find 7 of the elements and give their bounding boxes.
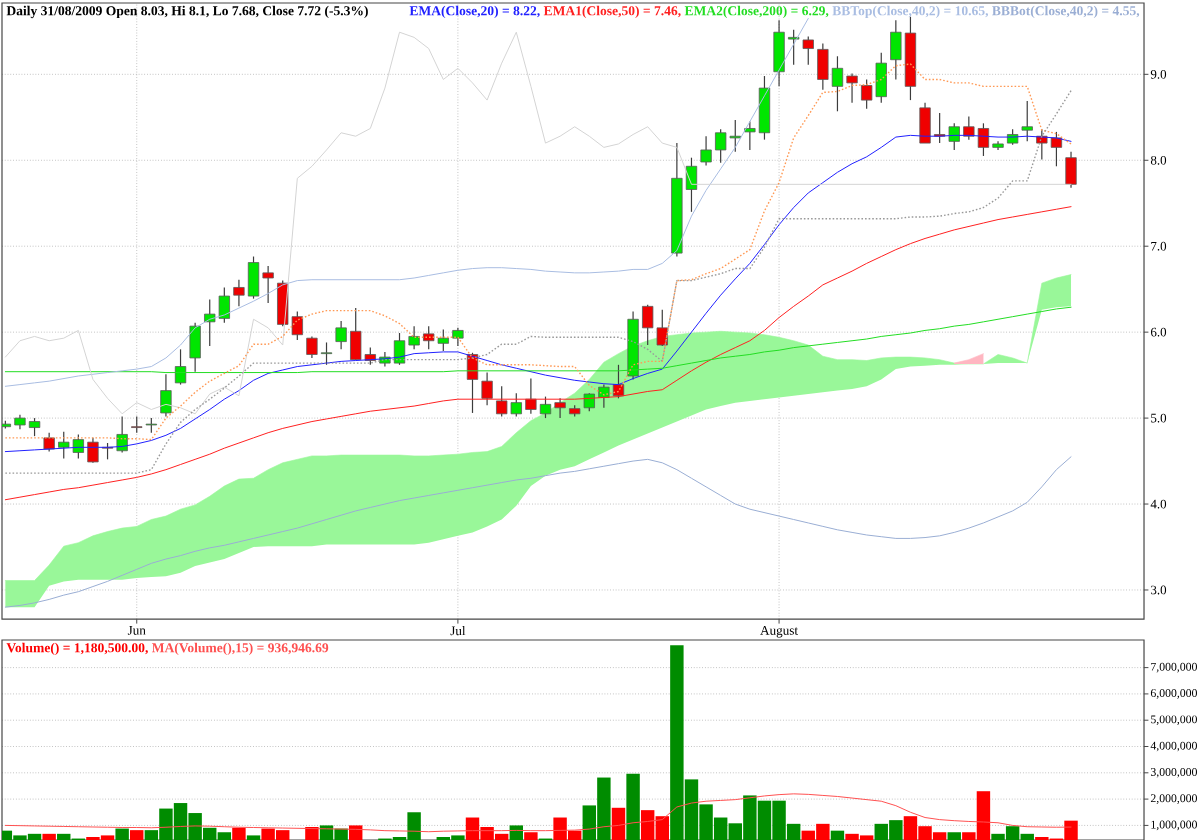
candlestick bbox=[189, 322, 201, 373]
candlestick bbox=[160, 373, 172, 417]
candlestick bbox=[174, 348, 187, 386]
candlestick bbox=[1021, 100, 1033, 142]
candlestick bbox=[1065, 151, 1077, 189]
candlestick bbox=[452, 327, 464, 347]
candlestick bbox=[481, 371, 493, 406]
